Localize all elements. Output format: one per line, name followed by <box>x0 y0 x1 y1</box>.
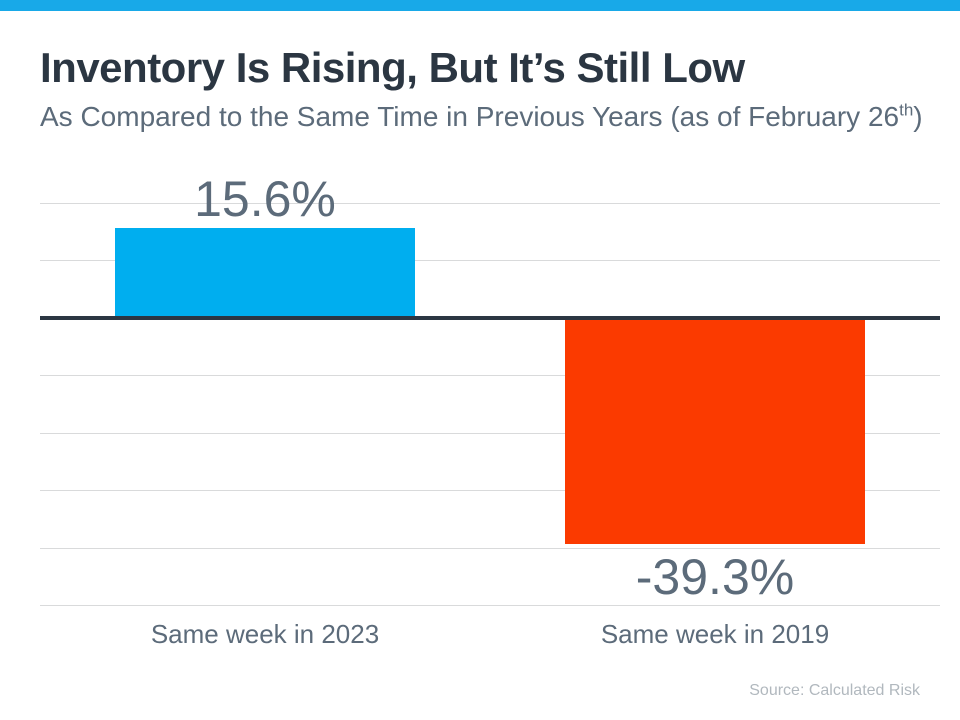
value-label-same-week-in-2023: 15.6% <box>194 171 336 228</box>
gridline <box>40 432 940 434</box>
subtitle-text: As Compared to the Same Time in Previous… <box>40 101 900 132</box>
subtitle-superscript: th <box>899 100 914 120</box>
chart-subtitle: As Compared to the Same Time in Previous… <box>40 101 923 133</box>
category-label-same-week-in-2019: Same week in 2019 <box>600 619 830 649</box>
gridline <box>40 490 940 492</box>
accent-strip <box>0 0 960 11</box>
gridline <box>40 260 940 262</box>
subtitle-close-paren: ) <box>913 101 923 132</box>
bar-same-week-in-2019 <box>565 317 865 544</box>
source-note: Source: Calculated Risk <box>749 682 920 699</box>
category-label-same-week-in-2023: Same week in 2023 <box>150 619 380 649</box>
gridline <box>40 547 940 549</box>
bar-chart: 15.6% Same week in 2023 -39.3% Same week in… <box>40 174 940 649</box>
chart-title: Inventory Is Rising, But It’s Still Low <box>40 44 745 91</box>
gridline <box>40 375 940 377</box>
bar-same-week-in-2023 <box>115 228 415 318</box>
gridline <box>40 605 940 606</box>
value-label-same-week-in-2019: -39.3% <box>635 548 795 605</box>
gridline <box>40 203 940 204</box>
zero-axis-line <box>40 315 940 320</box>
